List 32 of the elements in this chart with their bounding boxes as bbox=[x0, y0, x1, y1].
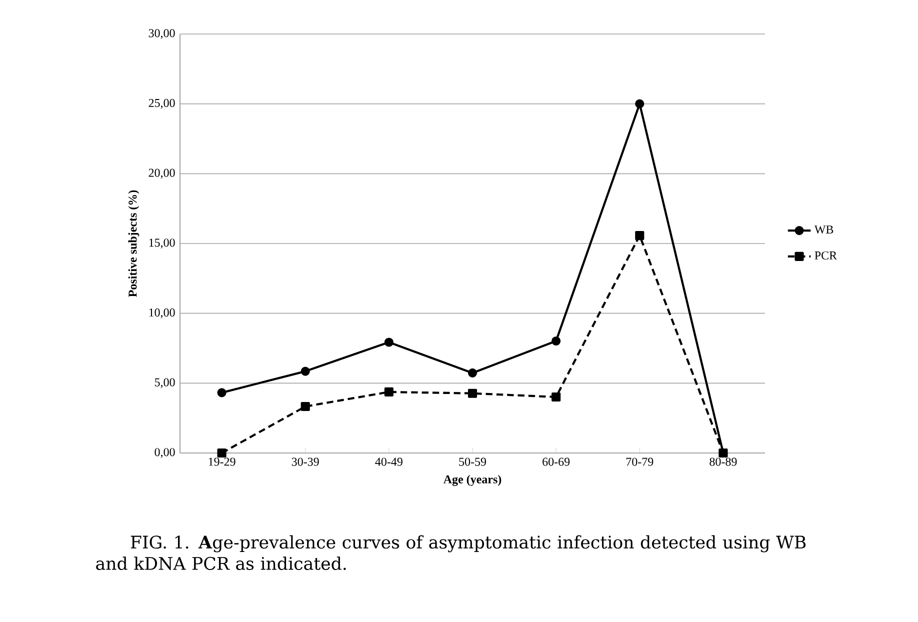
x-tick-label: 40-49 bbox=[375, 458, 402, 466]
point bbox=[217, 388, 226, 398]
point bbox=[718, 448, 728, 458]
point bbox=[635, 99, 644, 108]
point bbox=[552, 336, 561, 346]
x-tick-label: 19-29 bbox=[208, 458, 236, 466]
caption: FIG. 1. Age-prevalence curves of asymptomatic infection detected using WB and kDNA PCR as indicated. bbox=[96, 535, 806, 570]
x-tick-label: 80-89 bbox=[710, 458, 737, 466]
y-axis-title: Positive subjects (%) bbox=[128, 190, 140, 297]
legend-label: WB bbox=[814, 226, 834, 234]
point bbox=[217, 448, 226, 458]
point bbox=[384, 387, 394, 397]
point bbox=[300, 366, 310, 376]
y-tick-label: 10,00 bbox=[149, 308, 175, 318]
x-tick-label: 50-59 bbox=[459, 458, 486, 466]
x-tick-label: 70-79 bbox=[626, 458, 654, 466]
point bbox=[468, 388, 478, 398]
y-tick-label: 15,00 bbox=[149, 238, 175, 248]
y-tick-label: 0,00 bbox=[154, 448, 175, 458]
y-tick-label: 20,00 bbox=[148, 168, 175, 179]
point bbox=[384, 338, 394, 347]
point bbox=[552, 392, 561, 402]
y-tick-label: 25,00 bbox=[148, 98, 175, 109]
point bbox=[635, 231, 644, 240]
point bbox=[300, 402, 310, 412]
legend-label: PCR bbox=[814, 251, 838, 260]
x-tick-label: 30-39 bbox=[292, 458, 319, 466]
x-axis-title: Age (years) bbox=[443, 474, 502, 486]
y-tick-label: 30,00 bbox=[148, 29, 175, 39]
x-tick-label: 60-69 bbox=[542, 458, 570, 466]
y-tick-label: 5,00 bbox=[154, 378, 175, 388]
point bbox=[468, 368, 478, 378]
